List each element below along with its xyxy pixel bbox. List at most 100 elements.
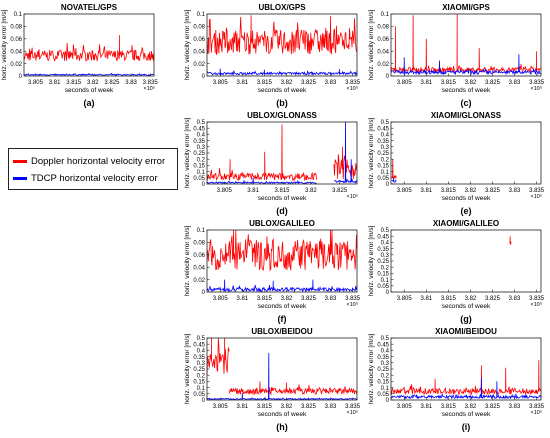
x-tick-label: 3.815 bbox=[257, 80, 273, 86]
series-line bbox=[228, 381, 358, 396]
panel-g: XIAOMI/GALILEO 00.050.10.150.20.250.30.35… bbox=[368, 219, 545, 324]
y-axis-label: horiz. velocity error [m/s] bbox=[368, 225, 375, 296]
y-tick-label: 0.05 bbox=[377, 284, 389, 290]
y-tick-label: 0.45 bbox=[193, 126, 205, 132]
x-tick-label: 3.81 bbox=[49, 80, 61, 86]
series-line bbox=[206, 68, 358, 77]
axes-frame bbox=[390, 13, 542, 77]
y-tick-label: 0.05 bbox=[193, 392, 205, 398]
y-tick-label: 0.15 bbox=[193, 164, 205, 170]
x-tick-label: 3.81 bbox=[236, 296, 248, 302]
x-axis-label: seconds of week bbox=[258, 303, 307, 310]
y-axis-label: horiz. velocity error [m/s] bbox=[184, 117, 191, 188]
panel-h: UBLOX/BEIDOU00.050.10.150.20.250.30.350.… bbox=[184, 327, 361, 432]
x-axis-label: seconds of week bbox=[258, 87, 307, 94]
x-tick-label: 3.83 bbox=[125, 80, 137, 86]
x-tick-label: 3.82 bbox=[281, 404, 293, 410]
x-axis-multiplier: ×10⁵ bbox=[346, 409, 358, 416]
y-tick-label: 0 bbox=[202, 182, 206, 188]
y-tick-label: 0.08 bbox=[193, 25, 205, 31]
y-tick-label: 0 bbox=[386, 182, 390, 188]
y-tick-label: 0.4 bbox=[381, 133, 390, 139]
y-tick-label: 0.1 bbox=[197, 386, 206, 392]
x-tick-label: 3.81 bbox=[420, 80, 432, 86]
x-axis-label: seconds of week bbox=[65, 87, 114, 94]
panel-title: XIAOMI/GLONASS bbox=[431, 111, 502, 120]
x-tick-label: 3.83 bbox=[509, 80, 521, 86]
x-tick-label: 3.815 bbox=[441, 188, 457, 194]
y-tick-label: 0.35 bbox=[377, 355, 389, 361]
series-line bbox=[206, 124, 317, 182]
x-tick-label: 3.805 bbox=[217, 188, 233, 194]
y-tick-label: 0.25 bbox=[377, 151, 389, 157]
y-axis-label: horiz. velocity error [m/s] bbox=[184, 333, 191, 404]
panel-c: XIAOMI/GPS 0 0.02 0.04 0.06 0.08 0.1 3.805 3.81 3… bbox=[368, 3, 545, 108]
y-tick-label: 0.2 bbox=[381, 157, 390, 163]
x-tick-label: 3.825 bbox=[485, 188, 501, 194]
x-tick-label: 3.825 bbox=[332, 188, 348, 194]
x-tick-label: 3.835 bbox=[529, 296, 545, 302]
x-tick-label: 3.82 bbox=[305, 188, 317, 194]
legend-label-doppler: Doppler horizontal velocity error bbox=[31, 155, 166, 167]
y-tick-label: 0.02 bbox=[377, 62, 389, 68]
legend-swatch-tdcp bbox=[13, 176, 27, 180]
x-tick-label: 3.805 bbox=[397, 404, 413, 410]
panel-title: UBLOX/BEIDOU bbox=[251, 327, 313, 336]
x-tick-label: 3.83 bbox=[509, 404, 521, 410]
x-tick-label: 3.83 bbox=[509, 188, 521, 194]
x-tick-label: 3.81 bbox=[420, 188, 432, 194]
plot-area bbox=[24, 14, 154, 76]
x-axis-label: seconds of week bbox=[442, 411, 491, 418]
x-tick-label: 3.83 bbox=[325, 404, 337, 410]
x-tick-label: 3.805 bbox=[213, 80, 229, 86]
y-tick-label: 0.02 bbox=[193, 278, 205, 284]
x-axis-label: seconds of week bbox=[442, 303, 491, 310]
x-axis-label: seconds of week bbox=[258, 411, 307, 418]
x-tick-label: 3.82 bbox=[87, 80, 99, 86]
x-tick-label: 3.805 bbox=[397, 296, 413, 302]
y-tick-label: 0.25 bbox=[377, 367, 389, 373]
y-tick-label: 0.05 bbox=[377, 176, 389, 182]
x-tick-label: 3.805 bbox=[397, 80, 413, 86]
x-axis-multiplier: ×10⁵ bbox=[346, 85, 358, 92]
y-tick-label: 0.35 bbox=[377, 139, 389, 145]
x-tick-label: 3.815 bbox=[441, 296, 457, 302]
series-line bbox=[206, 15, 358, 56]
y-tick-label: 0.06 bbox=[10, 37, 22, 43]
y-tick-label: 0.45 bbox=[377, 342, 389, 348]
x-axis-multiplier: ×10⁵ bbox=[143, 85, 155, 92]
y-tick-label: 0.1 bbox=[381, 170, 390, 176]
legend-swatch-doppler bbox=[13, 159, 27, 163]
series-line bbox=[509, 236, 512, 245]
y-tick-label: 0.35 bbox=[193, 139, 205, 145]
series-line bbox=[390, 360, 542, 396]
x-axis-multiplier: ×10⁵ bbox=[530, 85, 542, 92]
x-tick-label: 3.82 bbox=[281, 296, 293, 302]
y-tick-label: 0.2 bbox=[197, 157, 206, 163]
series-line bbox=[206, 177, 317, 185]
x-tick-label: 3.825 bbox=[104, 80, 120, 86]
y-tick-label: 0.3 bbox=[197, 361, 206, 367]
x-tick-label: 3.835 bbox=[529, 80, 545, 86]
y-tick-label: 0.5 bbox=[381, 120, 390, 126]
x-tick-label: 3.81 bbox=[236, 404, 248, 410]
panel-title: XIAOMI/BEIDOU bbox=[435, 327, 497, 336]
x-tick-label: 3.825 bbox=[301, 296, 317, 302]
y-tick-label: 0.25 bbox=[193, 151, 205, 157]
x-tick-label: 3.825 bbox=[485, 404, 501, 410]
series-line bbox=[206, 337, 230, 375]
x-tick-label: 3.81 bbox=[236, 80, 248, 86]
panel-e: XIAOMI/GLONASS 00.050.10.150.20.250.30.35… bbox=[368, 111, 545, 216]
y-tick-label: 0.1 bbox=[197, 12, 206, 18]
y-tick-label: 0.06 bbox=[193, 37, 205, 43]
series-line bbox=[390, 377, 542, 400]
x-tick-label: 3.835 bbox=[143, 80, 159, 86]
y-tick-label: 0.05 bbox=[377, 392, 389, 398]
y-tick-label: 0.08 bbox=[193, 241, 205, 247]
panel-title: UBLOX/GLONASS bbox=[247, 111, 317, 120]
x-tick-label: 3.815 bbox=[257, 404, 273, 410]
y-tick-label: 0.5 bbox=[197, 336, 206, 342]
x-axis-label: seconds of week bbox=[258, 195, 307, 202]
x-tick-label: 3.83 bbox=[509, 296, 521, 302]
series-line bbox=[333, 146, 358, 180]
